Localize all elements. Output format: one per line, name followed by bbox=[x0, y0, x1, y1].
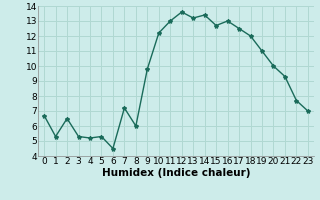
X-axis label: Humidex (Indice chaleur): Humidex (Indice chaleur) bbox=[102, 168, 250, 178]
